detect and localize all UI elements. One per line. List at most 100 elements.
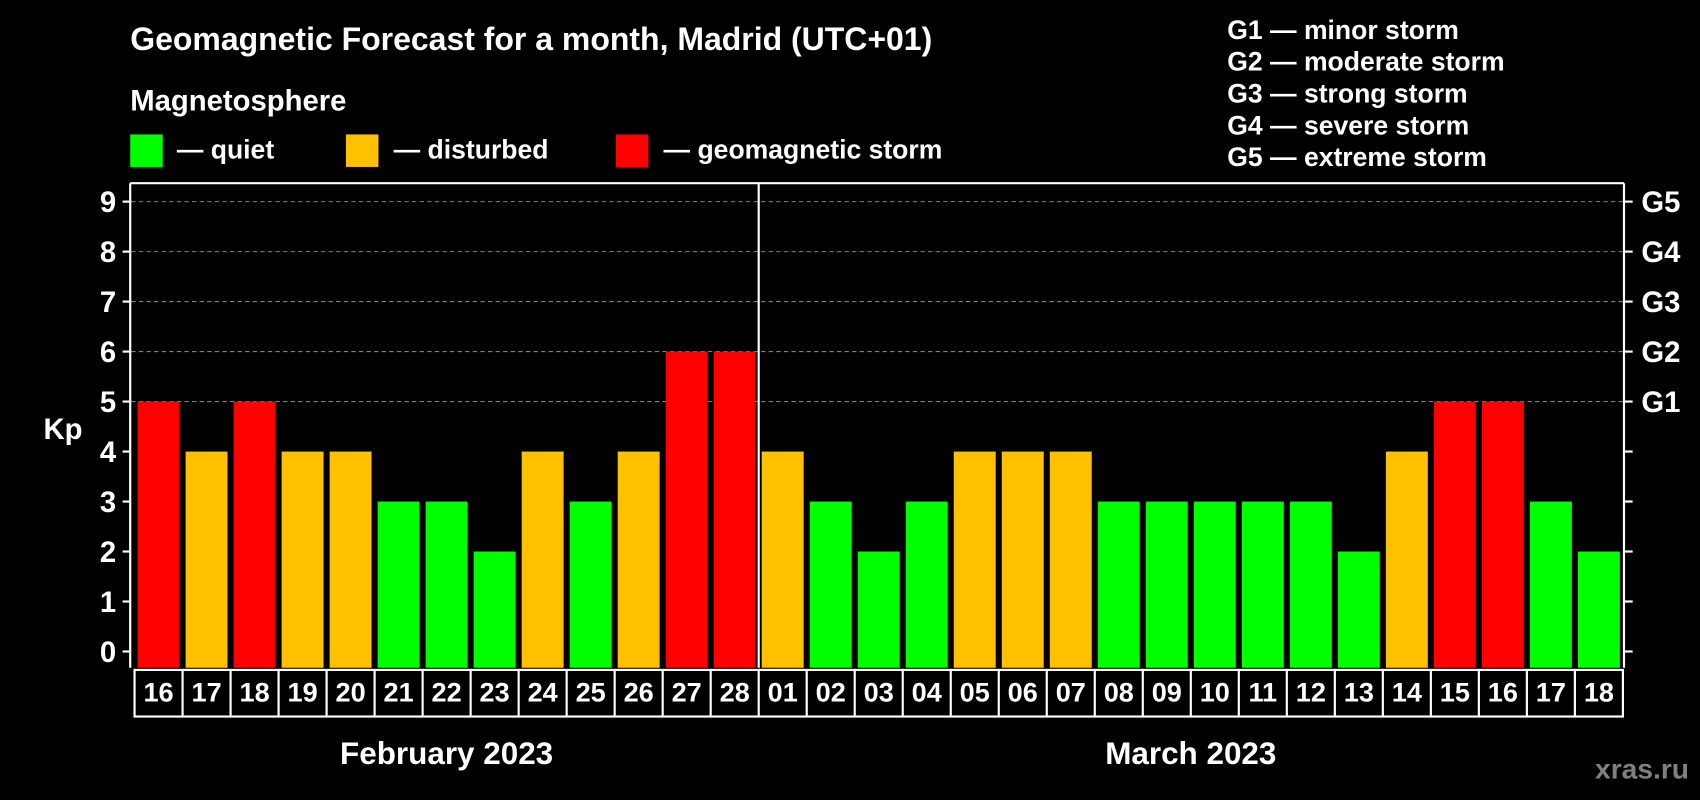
y-tick-label-9: 9 bbox=[100, 187, 116, 219]
kp-bar-mar-03 bbox=[857, 551, 900, 668]
date-label-mar-11: 11 bbox=[1248, 676, 1277, 707]
kp-bar-feb-25 bbox=[569, 501, 612, 668]
kp-bar-mar-09 bbox=[1145, 501, 1188, 668]
kp-bar-mar-08 bbox=[1097, 501, 1140, 668]
date-label-mar-13: 13 bbox=[1344, 676, 1374, 707]
storm-scale-g4: G4 — severe storm bbox=[1227, 110, 1469, 140]
kp-bar-feb-22 bbox=[425, 501, 468, 668]
date-label-feb-19: 19 bbox=[288, 676, 318, 707]
date-label-feb-22: 22 bbox=[432, 676, 462, 707]
y-tick-label-7: 7 bbox=[100, 287, 116, 319]
kp-bar-feb-19 bbox=[281, 451, 324, 668]
kp-bar-mar-17 bbox=[1529, 501, 1572, 668]
plot-frame bbox=[129, 182, 1626, 668]
legend-swatch-storm bbox=[615, 134, 649, 167]
kp-bar-feb-24 bbox=[521, 451, 564, 668]
storm-level-label-g2: G2 bbox=[1641, 337, 1680, 369]
legend-heading: Magnetosphere bbox=[130, 86, 346, 118]
y-tick-label-6: 6 bbox=[100, 337, 116, 369]
date-label-mar-14: 14 bbox=[1392, 676, 1422, 707]
kp-bar-feb-27 bbox=[665, 351, 708, 668]
date-label-feb-24: 24 bbox=[528, 676, 558, 707]
kp-bar-mar-12 bbox=[1289, 501, 1332, 668]
date-label-feb-21: 21 bbox=[384, 676, 414, 707]
storm-scale-g5: G5 — extreme storm bbox=[1227, 142, 1487, 172]
date-row: 16 17 18 19 20 21 22 23 24 25 26 27 28 01 02 03 04 05 06 07… bbox=[133, 668, 1624, 718]
kp-bar-mar-10 bbox=[1193, 501, 1236, 668]
kp-bar-feb-16 bbox=[137, 401, 180, 668]
kp-bar-feb-17 bbox=[185, 451, 228, 668]
chart-title: Geomagnetic Forecast for a month, Madrid… bbox=[130, 21, 932, 57]
kp-bar-feb-23 bbox=[473, 551, 516, 668]
date-label-mar-07: 07 bbox=[1056, 676, 1086, 707]
kp-bar-feb-26 bbox=[617, 451, 660, 668]
month-label-mar: March 2023 bbox=[1105, 736, 1276, 771]
y-tick-label-3: 3 bbox=[100, 487, 116, 519]
kp-bar-mar-01 bbox=[761, 451, 804, 668]
kp-bar-mar-11 bbox=[1241, 501, 1284, 668]
storm-scale-g2: G2 — moderate storm bbox=[1227, 46, 1504, 76]
kp-bar-mar-04 bbox=[905, 501, 948, 668]
date-label-feb-25: 25 bbox=[576, 676, 606, 707]
date-label-mar-08: 08 bbox=[1104, 676, 1134, 707]
kp-bar-feb-28 bbox=[713, 351, 756, 668]
y-tick-label-0: 0 bbox=[100, 637, 116, 669]
kp-bar-mar-14 bbox=[1385, 451, 1428, 668]
y-tick-label-1: 1 bbox=[100, 587, 116, 619]
date-label-feb-17: 17 bbox=[191, 676, 221, 707]
date-row-border bbox=[133, 668, 1624, 718]
y-axis-left: 0 1 2 3 4 5 6 7 8 9 bbox=[100, 187, 131, 669]
legend-label-disturbed: — disturbed bbox=[394, 134, 549, 164]
date-label-feb-20: 20 bbox=[336, 676, 366, 707]
kp-bar-feb-18 bbox=[233, 401, 276, 668]
kp-bar-mar-13 bbox=[1337, 551, 1380, 668]
date-label-feb-18: 18 bbox=[240, 676, 270, 707]
y-tick-label-2: 2 bbox=[100, 537, 116, 569]
date-label-feb-26: 26 bbox=[624, 676, 654, 707]
date-label-feb-27: 27 bbox=[672, 676, 702, 707]
storm-scale-g3: G3 — strong storm bbox=[1227, 78, 1467, 108]
date-label-mar-18: 18 bbox=[1584, 676, 1614, 707]
kp-bar-feb-21 bbox=[377, 501, 420, 668]
y-tick-label-8: 8 bbox=[100, 237, 116, 269]
date-label-mar-06: 06 bbox=[1008, 676, 1038, 707]
date-label-mar-17: 17 bbox=[1536, 676, 1566, 707]
gridlines bbox=[131, 201, 1623, 403]
watermark: xras.ru bbox=[1595, 752, 1689, 784]
storm-level-label-g4: G4 bbox=[1641, 237, 1681, 269]
y-tick-label-5: 5 bbox=[100, 387, 116, 419]
month-labels: February 2023 March 2023 bbox=[340, 736, 1276, 771]
date-label-mar-04: 04 bbox=[912, 676, 942, 707]
storm-scale-g1: G1 — minor storm bbox=[1227, 15, 1459, 45]
y-axis-label: Kp bbox=[43, 414, 82, 446]
date-label-feb-23: 23 bbox=[480, 676, 510, 707]
kp-bar-feb-20 bbox=[329, 451, 372, 668]
kp-bar-mar-02 bbox=[809, 501, 852, 668]
kp-bar-mar-06 bbox=[1001, 451, 1044, 668]
date-label-mar-05: 05 bbox=[960, 676, 990, 707]
legend-label-quiet: — quiet bbox=[177, 134, 274, 164]
month-label-feb: February 2023 bbox=[340, 736, 553, 771]
kp-bar-mar-05 bbox=[953, 451, 996, 668]
date-label-mar-03: 03 bbox=[864, 676, 894, 707]
y-tick-label-4: 4 bbox=[100, 437, 117, 469]
date-label-mar-10: 10 bbox=[1200, 676, 1230, 707]
kp-bars bbox=[137, 351, 1620, 668]
storm-scale-legend: G1 — minor storm G2 — moderate storm G3 … bbox=[1227, 15, 1504, 172]
date-label-mar-01: 01 bbox=[768, 676, 798, 707]
date-label-mar-09: 09 bbox=[1152, 676, 1182, 707]
date-label-feb-28: 28 bbox=[720, 676, 750, 707]
storm-level-label-g5: G5 bbox=[1641, 187, 1680, 219]
date-label-mar-02: 02 bbox=[816, 676, 846, 707]
kp-bar-mar-16 bbox=[1481, 401, 1524, 668]
date-label-mar-16: 16 bbox=[1488, 676, 1518, 707]
y-axis-right-storm-levels: G1 G2 G3 G4 G5 bbox=[1623, 187, 1681, 653]
date-label-feb-16: 16 bbox=[143, 676, 173, 707]
date-label-mar-15: 15 bbox=[1440, 676, 1470, 707]
storm-level-label-g3: G3 bbox=[1641, 287, 1680, 319]
kp-bar-mar-18 bbox=[1577, 551, 1620, 668]
storm-level-label-g1: G1 bbox=[1641, 387, 1680, 419]
legend-swatch-disturbed bbox=[345, 134, 379, 167]
kp-bar-mar-15 bbox=[1433, 401, 1476, 668]
